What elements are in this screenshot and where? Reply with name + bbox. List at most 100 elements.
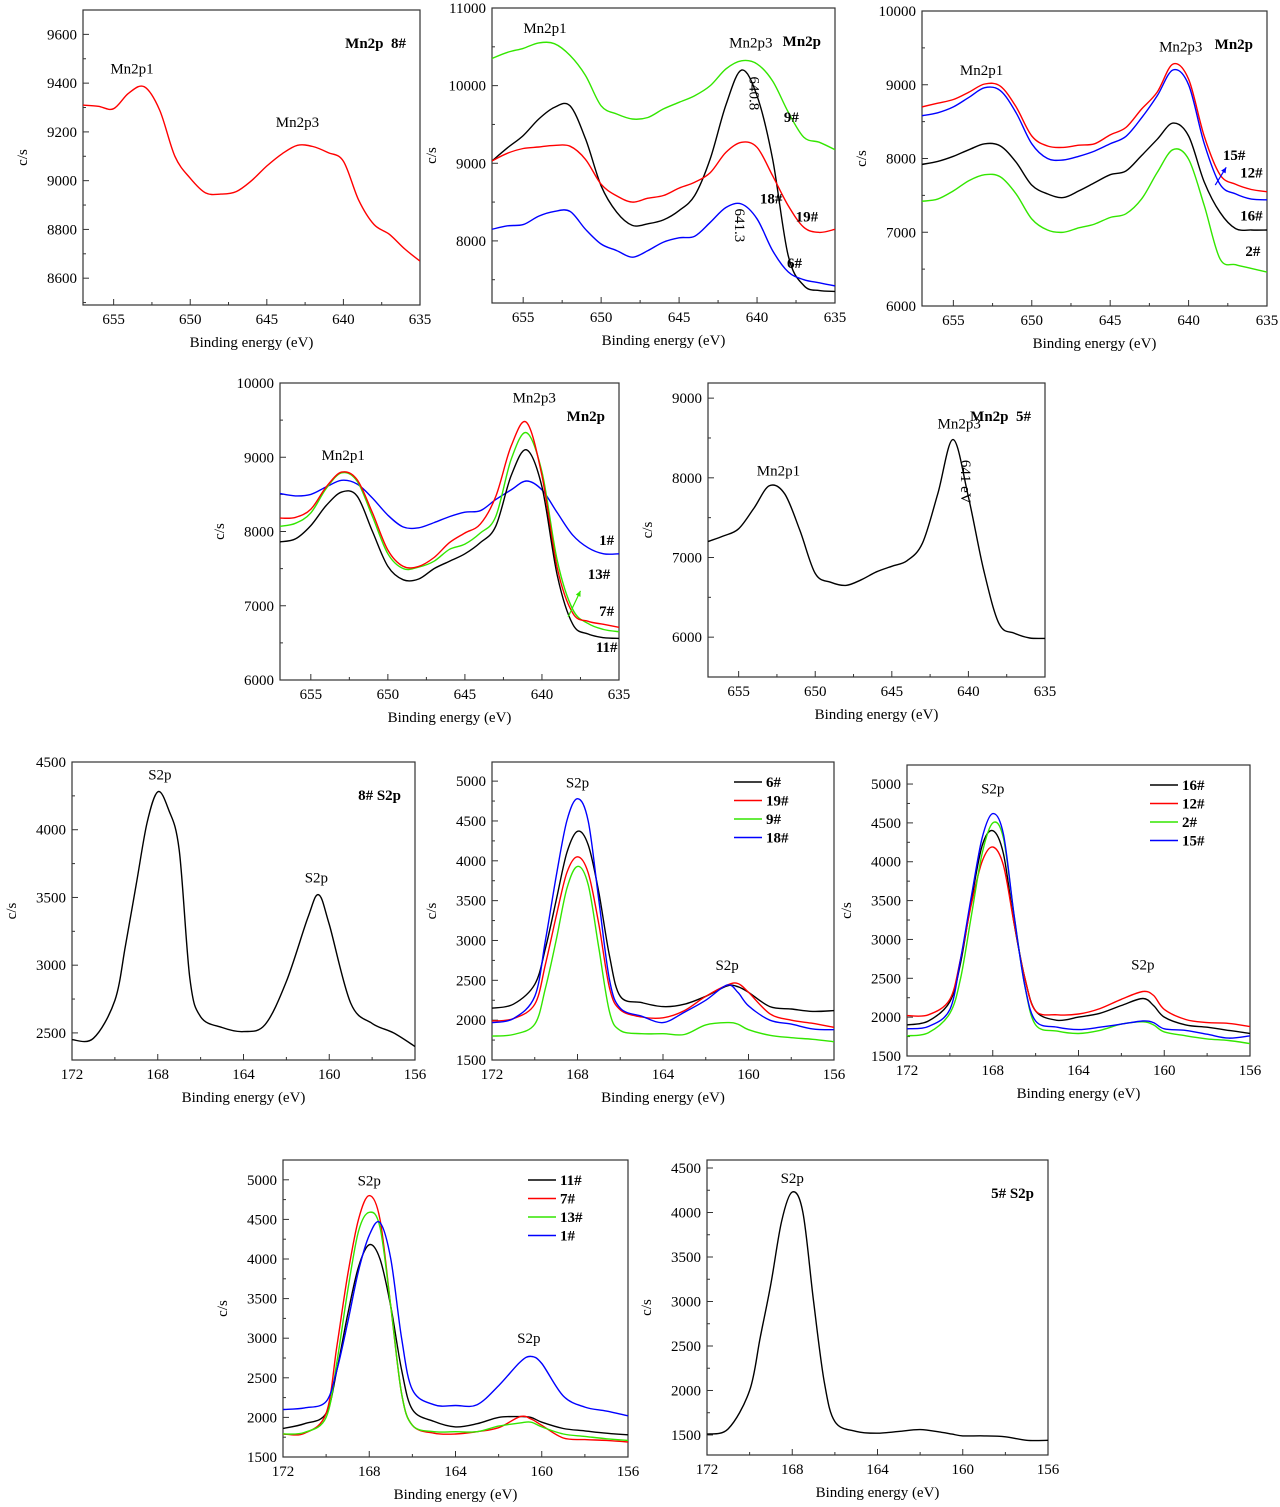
- legend-label: 1#: [560, 1229, 576, 1245]
- x-tick-label: 650: [590, 310, 613, 326]
- y-tick-label: 2000: [671, 1383, 701, 1399]
- series-label: 19#: [796, 209, 819, 225]
- series-line-15-no: [922, 68, 1267, 201]
- x-tick-label: 640: [531, 687, 554, 703]
- y-tick-label: 3000: [36, 958, 66, 974]
- y-tick-label: 3000: [671, 1294, 701, 1310]
- legend-label: 11#: [560, 1173, 582, 1189]
- y-tick-label: 6000: [886, 299, 916, 315]
- y-axis-label: c/s: [639, 1299, 655, 1316]
- peak-label: Mn2p1: [757, 463, 800, 479]
- peak-label: Mn2p3: [513, 390, 556, 406]
- series-label: 18#: [760, 192, 783, 208]
- y-tick-label: 4000: [247, 1252, 277, 1268]
- y-tick-label: 2500: [36, 1026, 66, 1042]
- legend-label: 9#: [766, 812, 782, 828]
- y-tick-label: 2500: [871, 971, 901, 987]
- x-tick-label: 650: [179, 312, 202, 328]
- legend-label: 19#: [766, 794, 789, 810]
- y-tick-label: 7000: [672, 550, 702, 566]
- peak-label: S2p: [148, 768, 171, 784]
- chart-panel-1: 655 650 645 640 635 8600 8800 9000 9200 9400 9600 B…: [15, 9, 432, 351]
- y-axis-label: c/s: [424, 903, 440, 920]
- chart-panel-7: 172 168 164 160 156 1500 2000 2500 3000 3500 4000 4…: [424, 761, 846, 1106]
- x-axis-label: Binding energy (eV): [602, 333, 726, 349]
- x-axis-label: Binding energy (eV): [601, 1090, 725, 1106]
- y-axis-label: c/s: [854, 150, 870, 167]
- x-tick-label: 650: [804, 684, 827, 700]
- x-tick-label: 635: [608, 687, 631, 703]
- y-tick-label: 2500: [456, 973, 486, 989]
- chart-panel-5: 655 650 645 640 635 6000 7000 8000 9000 Binding e…: [640, 382, 1056, 723]
- x-tick-label: 645: [668, 310, 691, 326]
- y-tick-label: 10000: [237, 376, 275, 392]
- series-line-11-no: [280, 449, 619, 640]
- y-tick-label: 4500: [36, 755, 66, 771]
- chart-panel-4: 655 650 645 640 635 6000 7000 8000 9000 10000 Bind…: [212, 376, 630, 726]
- x-tick-label: 164: [1067, 1063, 1090, 1079]
- panel-title: Mn2p: [1215, 37, 1253, 53]
- legend-label: 15#: [1182, 834, 1205, 850]
- series-line-2-no: [907, 821, 1250, 1045]
- y-tick-label: 4500: [871, 816, 901, 832]
- y-tick-label: 5000: [456, 774, 486, 790]
- legend-label: 16#: [1182, 778, 1205, 794]
- y-tick-label: 7000: [886, 225, 916, 241]
- y-tick-label: 10000: [879, 4, 917, 20]
- peak-label: Mn2p1: [523, 21, 566, 37]
- legend-label: 18#: [766, 831, 789, 847]
- series-line-18-no: [492, 797, 834, 1031]
- chart-panel-2: 655 650 645 640 635 8000 9000 10000 11000 Binding…: [424, 1, 846, 349]
- y-tick-label: 8000: [886, 152, 916, 168]
- x-tick-label: 655: [727, 684, 750, 700]
- x-tick-label: 164: [232, 1067, 255, 1083]
- x-tick-label: 635: [409, 312, 432, 328]
- series-label: 7#: [599, 604, 615, 620]
- x-tick-label: 655: [300, 687, 323, 703]
- y-tick-label: 4000: [871, 855, 901, 871]
- peak-label: Mn2p1: [960, 63, 1003, 79]
- peak-label: S2p: [566, 775, 589, 791]
- panel-title: 5# S2p: [991, 1186, 1034, 1202]
- plot-frame: [491, 7, 836, 304]
- y-tick-label: 2000: [247, 1410, 277, 1426]
- x-tick-label: 635: [824, 310, 847, 326]
- x-axis-label: Binding energy (eV): [190, 335, 314, 351]
- legend: 16# 12# 2# 15#: [1150, 778, 1205, 850]
- series-line-9-no: [492, 865, 834, 1043]
- legend-label: 12#: [1182, 797, 1205, 813]
- x-axis-label: Binding energy (eV): [816, 1485, 940, 1501]
- peak-label: Mn2p3: [276, 115, 319, 131]
- x-tick-label: 645: [256, 312, 279, 328]
- plot-frame: [82, 9, 421, 306]
- series-label: 12#: [1240, 166, 1263, 182]
- series-line-6-no: [492, 69, 835, 293]
- x-tick-label: 156: [1037, 1462, 1060, 1478]
- y-axis-label: c/s: [4, 903, 20, 920]
- x-axis-label: Binding energy (eV): [1033, 336, 1157, 352]
- series-line-19-no: [492, 141, 835, 234]
- x-axis-label: Binding energy (eV): [815, 707, 939, 723]
- legend-label: 2#: [1182, 815, 1198, 831]
- x-tick-label: 655: [102, 312, 125, 328]
- x-tick-label: 650: [1021, 313, 1044, 329]
- x-axis-label: Binding energy (eV): [394, 1487, 518, 1503]
- x-tick-label: 156: [617, 1464, 640, 1480]
- y-tick-label: 11000: [449, 1, 486, 17]
- y-tick-label: 4000: [36, 823, 66, 839]
- y-tick-label: 1500: [871, 1049, 901, 1065]
- series-label: 16#: [1240, 208, 1263, 224]
- y-tick-label: 9000: [672, 391, 702, 407]
- panel-title: Mn2p 5#: [970, 409, 1031, 425]
- series-line-12-no: [907, 846, 1250, 1028]
- series-label: 11#: [596, 640, 618, 656]
- plot-frame: [279, 382, 620, 681]
- x-tick-label: 172: [896, 1063, 919, 1079]
- x-tick-label: 160: [531, 1464, 554, 1480]
- x-tick-label: 168: [781, 1462, 804, 1478]
- x-tick-label: 156: [1239, 1063, 1262, 1079]
- series-line-12-no: [922, 62, 1267, 193]
- y-tick-label: 3000: [456, 933, 486, 949]
